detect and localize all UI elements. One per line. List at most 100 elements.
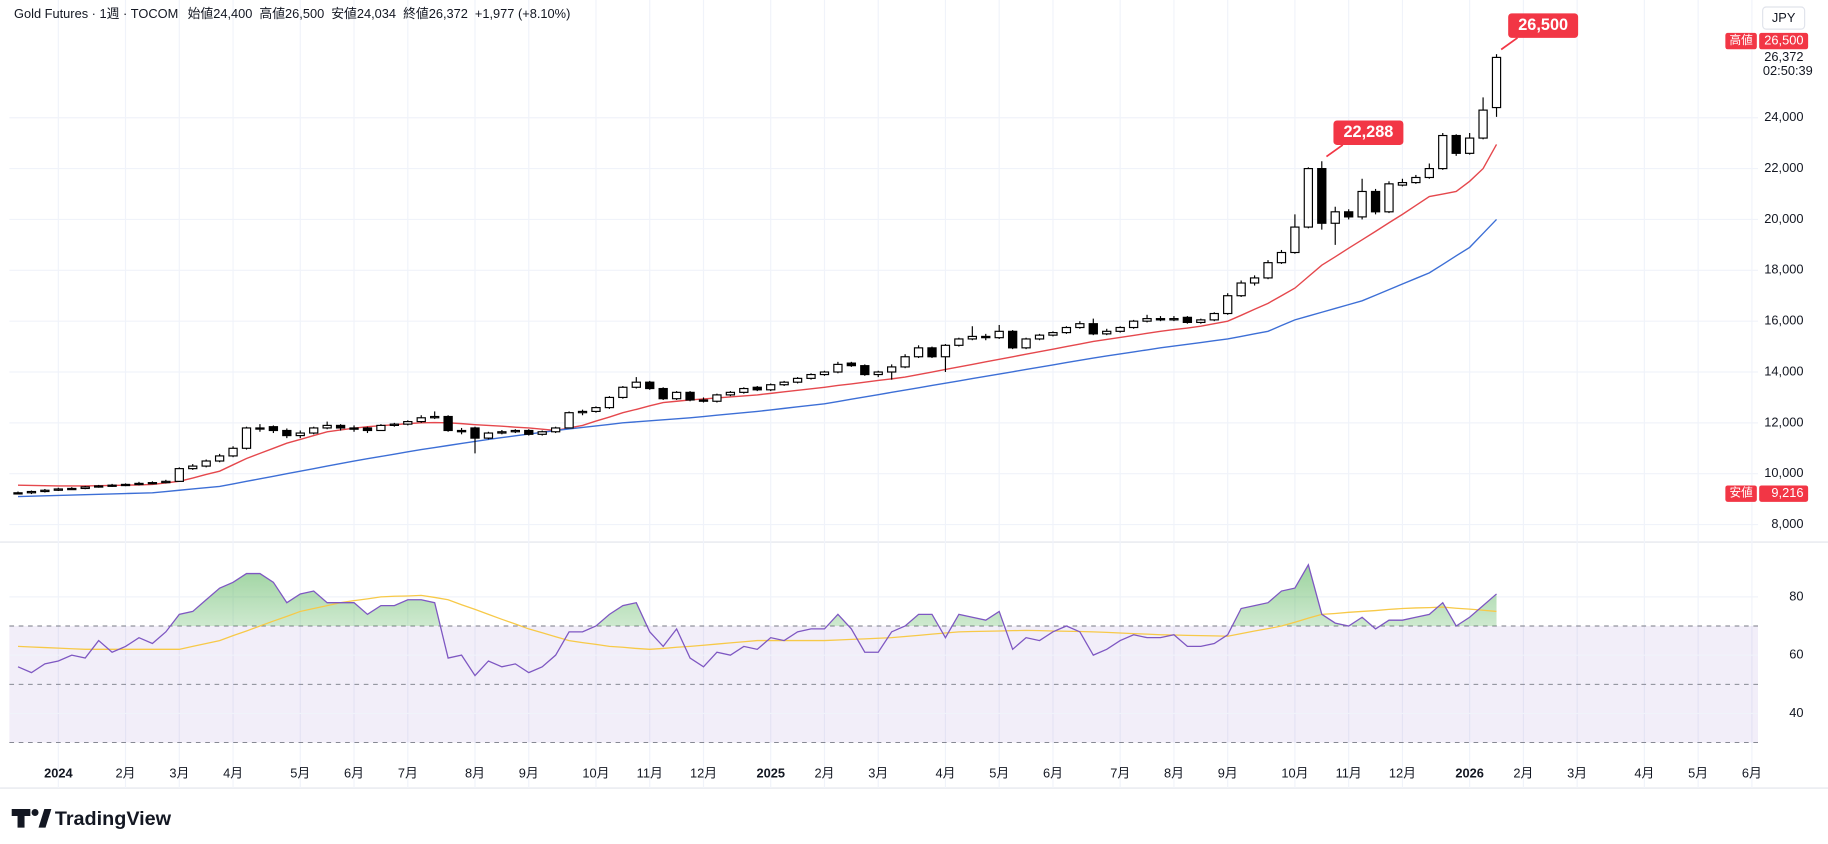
candle-body bbox=[1128, 320, 1139, 329]
y-tick-label: 16,000 bbox=[1764, 313, 1803, 328]
candle-body bbox=[1021, 338, 1031, 349]
candle-body bbox=[80, 486, 90, 490]
x-tick-label: 6月 bbox=[344, 765, 364, 780]
candle-body bbox=[1464, 137, 1475, 154]
candle-body bbox=[618, 386, 628, 399]
candle-body bbox=[712, 394, 722, 402]
y-tick-label: 22,000 bbox=[1764, 160, 1803, 175]
x-tick-label: 6月 bbox=[1742, 765, 1762, 780]
candle-body bbox=[846, 362, 857, 367]
stat-low: 安値24,034 bbox=[331, 7, 396, 22]
y-tick-label: 20,000 bbox=[1764, 211, 1803, 226]
rsi-tick-label: 60 bbox=[1789, 647, 1803, 662]
candle-body bbox=[631, 381, 641, 388]
callout-label: 26,500 bbox=[1518, 16, 1568, 34]
candle-body bbox=[67, 487, 77, 491]
callout-pointer bbox=[1500, 37, 1519, 51]
candle-body bbox=[282, 429, 292, 437]
candle-body bbox=[887, 366, 897, 373]
candle-body bbox=[241, 427, 252, 449]
x-tick-label: 2024 bbox=[44, 765, 73, 780]
marker-value: 26,500 bbox=[1764, 32, 1803, 47]
candle-body bbox=[671, 391, 682, 400]
currency[interactable]: JPY bbox=[1772, 10, 1796, 25]
candle-body bbox=[766, 384, 776, 391]
candle-body bbox=[403, 421, 413, 425]
candle-body bbox=[13, 492, 23, 495]
candle-body bbox=[1209, 312, 1219, 321]
candle-body bbox=[161, 480, 171, 484]
candle-body bbox=[524, 429, 534, 435]
logo-icon bbox=[31, 809, 39, 817]
candle-body bbox=[833, 363, 843, 373]
marks-layer bbox=[13, 54, 1502, 677]
candle-body bbox=[1370, 190, 1381, 213]
rsi-tick-label: 80 bbox=[1789, 588, 1803, 603]
candle-body bbox=[1491, 56, 1502, 109]
candle-body bbox=[792, 377, 803, 383]
candle-body bbox=[1223, 295, 1233, 315]
candle-body bbox=[1276, 251, 1287, 264]
candle-body bbox=[376, 424, 386, 432]
candle-body bbox=[1357, 190, 1367, 218]
candle-body bbox=[994, 330, 1004, 339]
candle-body bbox=[1169, 318, 1179, 321]
y-tick-label: 12,000 bbox=[1764, 414, 1803, 429]
candle-body bbox=[591, 407, 601, 413]
candle-body bbox=[201, 460, 211, 467]
x-tick-label: 8月 bbox=[1164, 765, 1184, 780]
candle-body bbox=[322, 424, 332, 429]
candle-body bbox=[147, 482, 158, 485]
x-tick-label: 2025 bbox=[756, 765, 785, 780]
candle-body bbox=[981, 335, 991, 339]
candle-body bbox=[1142, 318, 1152, 322]
candle-body bbox=[1088, 323, 1098, 335]
candle-body bbox=[913, 347, 924, 358]
candle-body bbox=[1424, 168, 1434, 179]
candle-body bbox=[456, 429, 467, 433]
candle-body bbox=[1236, 282, 1246, 297]
candle-body bbox=[927, 347, 937, 358]
marker-name: 安値 bbox=[1729, 486, 1753, 500]
candle-body bbox=[255, 427, 265, 430]
marker-value-box bbox=[1759, 485, 1809, 502]
candle-body bbox=[1451, 134, 1461, 154]
stat-change: +1,977 (+8.10%) bbox=[475, 7, 570, 22]
currency-box[interactable] bbox=[1762, 6, 1806, 30]
candle-body bbox=[1290, 226, 1300, 254]
candle-body bbox=[1411, 176, 1421, 184]
candle-body bbox=[107, 484, 117, 487]
candle-body bbox=[873, 371, 883, 376]
logo-icon bbox=[38, 809, 52, 828]
x-tick-label: 4月 bbox=[223, 765, 243, 780]
rsi-line bbox=[17, 563, 1497, 677]
candle-body bbox=[752, 386, 762, 391]
x-tick-label: 10月 bbox=[582, 765, 609, 780]
candle-body bbox=[497, 431, 507, 434]
candle-body bbox=[309, 427, 319, 434]
header: Gold Futures · 1週 · TOCOM 始値24,400 高値26,50… bbox=[14, 7, 570, 22]
x-tick-label: 2月 bbox=[814, 765, 834, 780]
candle-body bbox=[1115, 326, 1125, 332]
marker-name-box bbox=[1725, 485, 1757, 502]
candle-body bbox=[188, 465, 198, 470]
candle-body bbox=[564, 412, 574, 429]
candle-body bbox=[779, 381, 789, 386]
candle-body bbox=[658, 387, 668, 400]
marker-value: 9,216 bbox=[1771, 485, 1803, 500]
candle-body bbox=[268, 426, 279, 432]
x-tick-label: 10月 bbox=[1281, 765, 1308, 780]
x-tick-label: 7月 bbox=[1110, 765, 1130, 780]
marker-value-box bbox=[1759, 32, 1809, 50]
candle-body bbox=[860, 365, 870, 376]
candle-body bbox=[725, 391, 736, 396]
x-tick-label: 9月 bbox=[519, 765, 539, 780]
candle-body bbox=[940, 344, 951, 358]
candle-body bbox=[1397, 181, 1408, 186]
moving-average bbox=[17, 144, 1498, 487]
candle-body bbox=[470, 427, 480, 439]
x-tick-label: 4月 bbox=[1634, 765, 1654, 780]
x-tick-label: 11月 bbox=[637, 765, 663, 780]
stat-open: 始値24,400 bbox=[188, 7, 253, 22]
